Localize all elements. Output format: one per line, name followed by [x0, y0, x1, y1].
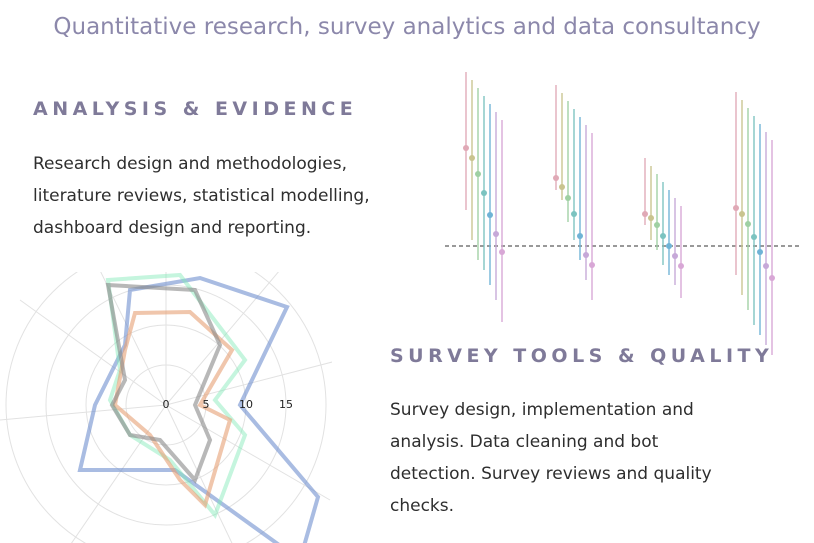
section-title: SURVEY TOOLS & QUALITY [390, 345, 774, 367]
estimate [481, 190, 487, 196]
estimate [493, 231, 499, 237]
estimate [583, 252, 589, 258]
radar-series [105, 272, 248, 519]
estimate [745, 221, 751, 227]
forest-plot [463, 72, 775, 355]
estimate [654, 222, 660, 228]
estimate [660, 233, 666, 239]
estimate [769, 275, 775, 281]
body-text: detection. Survey reviews and quality [390, 464, 712, 484]
estimate [559, 184, 565, 190]
estimate [672, 253, 678, 259]
estimate [499, 249, 505, 255]
radar-series [105, 282, 223, 484]
estimate [475, 171, 481, 177]
radar-label: 0 [163, 398, 170, 411]
estimate [487, 212, 493, 218]
radar-label: 10 [239, 398, 253, 411]
estimate [757, 249, 763, 255]
body-text: dashboard design and reporting. [33, 218, 312, 238]
estimate [763, 263, 769, 269]
estimate [463, 145, 469, 151]
body-text: Survey design, implementation and [390, 400, 694, 420]
estimate [553, 175, 559, 181]
body-text: analysis. Data cleaning and bot [390, 432, 659, 452]
estimate [733, 205, 739, 211]
radar-label: 5 [203, 398, 210, 411]
section-title: ANALYSIS & EVIDENCE [33, 98, 358, 120]
estimate [678, 263, 684, 269]
estimate [648, 215, 654, 221]
estimate [577, 233, 583, 239]
estimate [739, 211, 745, 217]
estimate [642, 211, 648, 217]
estimate [589, 262, 595, 268]
headline: Quantitative research, survey analytics … [53, 14, 761, 40]
body-text: checks. [390, 496, 455, 516]
body-text: literature reviews, statistical modellin… [33, 186, 370, 206]
body-text: Research design and methodologies, [33, 154, 347, 174]
estimate [469, 155, 475, 161]
estimate [571, 211, 577, 217]
radar-grid [0, 272, 332, 543]
estimate [751, 234, 757, 240]
estimate [565, 195, 571, 201]
radar-chart: 0 5 10 15 [0, 272, 332, 543]
estimate [666, 243, 672, 249]
radar-label: 15 [279, 398, 293, 411]
